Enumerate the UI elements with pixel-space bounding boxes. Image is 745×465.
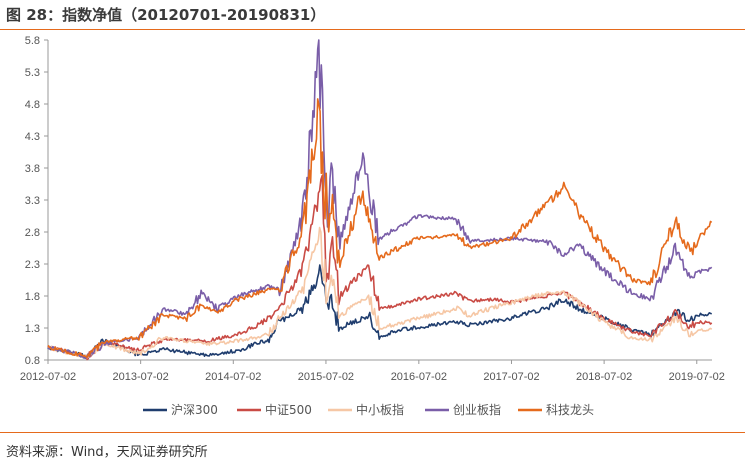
y-tick-label: 1.8	[25, 291, 40, 303]
y-tick-label: 5.8	[25, 35, 40, 47]
y-tick-label: 2.8	[25, 227, 40, 239]
y-tick-label: 4.8	[25, 99, 40, 111]
series-line-2	[47, 174, 713, 361]
source-rule	[0, 432, 745, 433]
series-line-3	[47, 226, 713, 359]
legend-label: 创业板指	[453, 402, 501, 417]
legend-item: 中小板指	[328, 402, 404, 417]
legend: 沪深300 中证500 中小板指 创业板指 科技龙头	[143, 402, 594, 417]
y-tick-label: 5.3	[25, 67, 40, 79]
legend-item: 创业板指	[425, 402, 501, 417]
index-nav-chart: 0.8 1.3 1.8 2.3 2.8 3.3 3.8 4.3 4.8 5.3 5.8 2012-07…	[20, 35, 725, 417]
title-rule	[0, 29, 745, 30]
x-tick-label: 2012-07-02	[20, 371, 76, 383]
x-tick-label: 2019-07-02	[669, 371, 725, 383]
legend-label: 科技龙头	[546, 403, 594, 417]
x-tick-label: 2017-07-02	[483, 371, 539, 383]
y-tick-label: 2.3	[25, 259, 40, 271]
x-tick-label: 2018-07-02	[576, 371, 632, 383]
legend-label: 中证500	[265, 402, 312, 417]
series-line-4	[47, 39, 713, 359]
series-line-5	[47, 98, 713, 359]
y-tick-label: 4.3	[25, 131, 40, 143]
figure-title: 图 28：指数净值（20120701-20190831）	[6, 6, 326, 24]
legend-item: 科技龙头	[518, 403, 594, 417]
y-tick-label: 3.3	[25, 195, 40, 207]
y-tick-label: 0.8	[25, 355, 40, 367]
y-tick-label: 1.3	[25, 323, 40, 335]
x-tick-label: 2013-07-02	[113, 371, 169, 383]
x-tick-label: 2015-07-02	[298, 371, 354, 383]
series-lines	[47, 39, 713, 361]
x-tick-label: 2014-07-02	[205, 371, 261, 383]
axes: 0.8 1.3 1.8 2.3 2.8 3.3 3.8 4.3 4.8 5.3 5.8 2012-07…	[20, 35, 725, 383]
legend-item: 沪深300	[143, 403, 218, 417]
x-tick-label: 2016-07-02	[391, 371, 447, 383]
legend-label: 中小板指	[356, 402, 404, 417]
legend-item: 中证500	[237, 402, 312, 417]
legend-label: 沪深300	[171, 403, 218, 417]
source-note: 资料来源：Wind，天风证券研究所	[6, 445, 208, 460]
y-tick-label: 3.8	[25, 163, 40, 175]
